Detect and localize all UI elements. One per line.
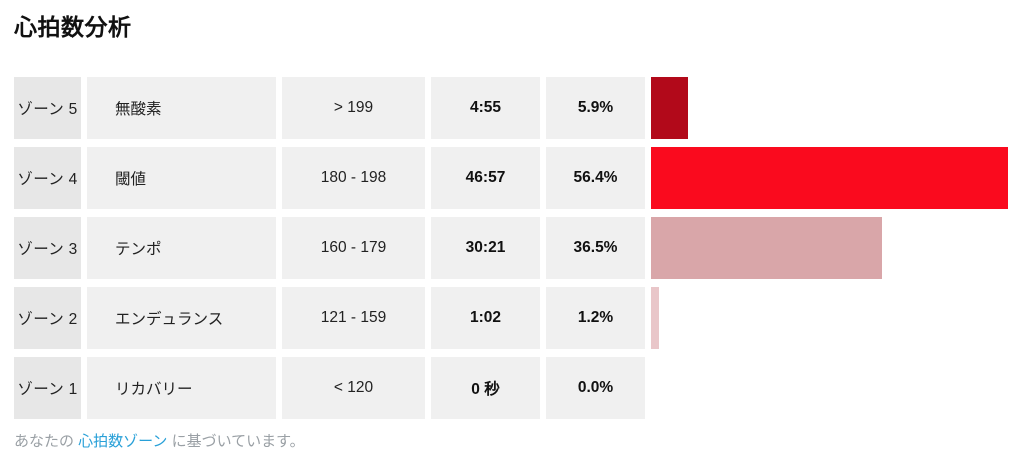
hr-range-cell: 121 - 159 (282, 287, 425, 349)
hr-range-cell: 160 - 179 (282, 217, 425, 279)
page-title: 心拍数分析 (14, 14, 132, 40)
zone-bar (651, 147, 1008, 209)
table-row: ゾーン 2 エンデュランス 121 - 159 1:02 1.2% (14, 287, 1008, 349)
zone-bar (651, 287, 659, 349)
zone-number-cell: ゾーン 3 (14, 217, 81, 279)
table-row: ゾーン 4 閾値 180 - 198 46:57 56.4% (14, 147, 1008, 209)
time-cell: 4:55 (431, 77, 540, 139)
zone-number-cell: ゾーン 4 (14, 147, 81, 209)
percent-cell: 5.9% (546, 77, 645, 139)
hr-range-cell: > 199 (282, 77, 425, 139)
zone-bar (651, 217, 883, 279)
zone-bar-track (651, 217, 1008, 279)
zone-bar-track (651, 147, 1008, 209)
table-row: ゾーン 3 テンポ 160 - 179 30:21 36.5% (14, 217, 1008, 279)
zone-bar-track (651, 287, 1008, 349)
hr-zone-table: ゾーン 5 無酸素 > 199 4:55 5.9% ゾーン 4 閾値 180 -… (14, 77, 1008, 419)
time-cell: 30:21 (431, 217, 540, 279)
zone-bar-track (651, 357, 1008, 419)
percent-cell: 1.2% (546, 287, 645, 349)
percent-cell: 0.0% (546, 357, 645, 419)
zone-bar (651, 77, 689, 139)
time-cell: 1:02 (431, 287, 540, 349)
table-row: ゾーン 5 無酸素 > 199 4:55 5.9% (14, 77, 1008, 139)
footer-note: あなたの 心拍数ゾーン に基づいています。 (14, 430, 1008, 451)
percent-cell: 36.5% (546, 217, 645, 279)
zone-name-cell: 無酸素 (87, 77, 276, 139)
zone-number-cell: ゾーン 2 (14, 287, 81, 349)
footer-note-prefix: あなたの (14, 433, 79, 450)
table-row: ゾーン 1 リカバリー < 120 0 秒 0.0% (14, 357, 1008, 419)
time-cell: 46:57 (431, 147, 540, 209)
footer-note-suffix: に基づいています。 (167, 433, 305, 450)
zone-name-cell: テンポ (87, 217, 276, 279)
zone-name-cell: エンデュランス (87, 287, 276, 349)
zone-bar-track (651, 77, 1008, 139)
zone-name-cell: リカバリー (87, 357, 276, 419)
percent-cell: 56.4% (546, 147, 645, 209)
hr-range-cell: < 120 (282, 357, 425, 419)
zone-number-cell: ゾーン 1 (14, 357, 81, 419)
hr-zones-link[interactable]: 心拍数ゾーン (78, 433, 168, 450)
zone-number-cell: ゾーン 5 (14, 77, 81, 139)
zone-name-cell: 閾値 (87, 147, 276, 209)
hr-range-cell: 180 - 198 (282, 147, 425, 209)
time-cell: 0 秒 (431, 357, 540, 419)
